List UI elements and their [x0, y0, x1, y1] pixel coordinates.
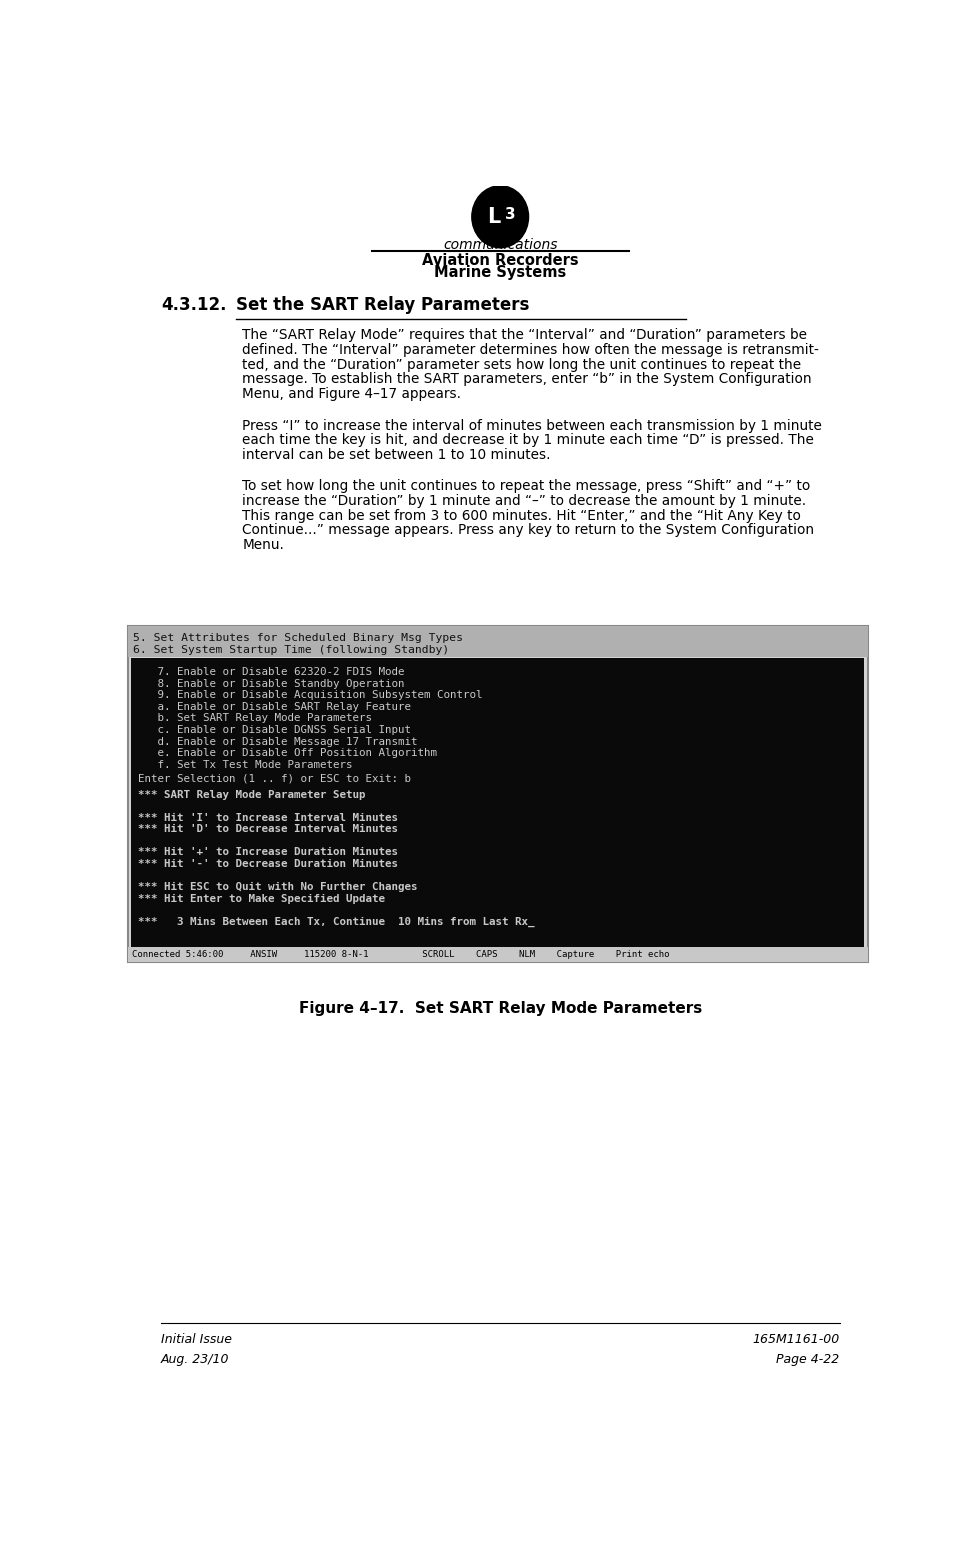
Text: Figure 4–17.  Set SART Relay Mode Parameters: Figure 4–17. Set SART Relay Mode Paramet… [299, 1001, 702, 1015]
Text: To set how long the unit continues to repeat the message, press “Shift” and “+” : To set how long the unit continues to re… [242, 479, 810, 493]
Text: 6. Set System Startup Time (following Standby): 6. Set System Startup Time (following St… [133, 645, 449, 656]
Text: communications: communications [443, 237, 557, 251]
Text: increase the “Duration” by 1 minute and “–” to decrease the amount by 1 minute.: increase the “Duration” by 1 minute and … [242, 494, 806, 508]
Text: 165M1161-00: 165M1161-00 [752, 1333, 839, 1347]
Text: 7. Enable or Disable 62320-2 FDIS Mode: 7. Enable or Disable 62320-2 FDIS Mode [138, 666, 404, 677]
FancyBboxPatch shape [128, 947, 868, 963]
Ellipse shape [471, 186, 529, 248]
Text: 9. Enable or Disable Acquisition Subsystem Control: 9. Enable or Disable Acquisition Subsyst… [138, 690, 482, 701]
Text: b. Set SART Relay Mode Parameters: b. Set SART Relay Mode Parameters [138, 713, 372, 724]
Text: a. Enable or Disable SART Relay Feature: a. Enable or Disable SART Relay Feature [138, 702, 411, 711]
Text: interval can be set between 1 to 10 minutes.: interval can be set between 1 to 10 minu… [242, 448, 550, 462]
Text: ted, and the “Duration” parameter sets how long the unit continues to repeat the: ted, and the “Duration” parameter sets h… [242, 358, 801, 372]
Text: c. Enable or Disable DGNSS Serial Input: c. Enable or Disable DGNSS Serial Input [138, 725, 411, 735]
Text: *** Hit '+' to Increase Duration Minutes: *** Hit '+' to Increase Duration Minutes [138, 848, 397, 857]
Text: message. To establish the SART parameters, enter “b” in the System Configuration: message. To establish the SART parameter… [242, 372, 812, 386]
Text: d. Enable or Disable Message 17 Transmit: d. Enable or Disable Message 17 Transmit [138, 736, 417, 747]
Text: Connected 5:46:00     ANSIW     115200 8-N-1          SCROLL    CAPS    NLM    C: Connected 5:46:00 ANSIW 115200 8-N-1 SCR… [132, 950, 670, 959]
Text: *** Hit '-' to Decrease Duration Minutes: *** Hit '-' to Decrease Duration Minutes [138, 859, 397, 870]
Text: e. Enable or Disable Off Position Algorithm: e. Enable or Disable Off Position Algori… [138, 749, 436, 758]
Text: Aug. 23/10: Aug. 23/10 [161, 1353, 229, 1366]
Text: *** Hit 'I' to Increase Interval Minutes: *** Hit 'I' to Increase Interval Minutes [138, 812, 397, 823]
Text: *** Hit 'D' to Decrease Interval Minutes: *** Hit 'D' to Decrease Interval Minutes [138, 825, 397, 834]
Text: Initial Issue: Initial Issue [161, 1333, 231, 1347]
Text: Continue...” message appears. Press any key to return to the System Configuratio: Continue...” message appears. Press any … [242, 524, 814, 538]
Text: Enter Selection (1 .. f) or ESC to Exit: b: Enter Selection (1 .. f) or ESC to Exit:… [138, 773, 411, 783]
FancyBboxPatch shape [132, 659, 865, 947]
Text: *** Hit Enter to Make Specified Update: *** Hit Enter to Make Specified Update [138, 894, 385, 904]
Text: Set the SART Relay Parameters: Set the SART Relay Parameters [236, 296, 530, 315]
Text: each time the key is hit, and decrease it by 1 minute each time “D” is pressed. : each time the key is hit, and decrease i… [242, 432, 814, 446]
Text: 4.3.12.: 4.3.12. [161, 296, 226, 315]
Text: ***   3 Mins Between Each Tx, Continue  10 Mins from Last Rx_: *** 3 Mins Between Each Tx, Continue 10 … [138, 916, 534, 927]
Text: defined. The “Interval” parameter determines how often the message is retransmit: defined. The “Interval” parameter determ… [242, 343, 819, 356]
Text: Menu, and Figure 4–17 appears.: Menu, and Figure 4–17 appears. [242, 388, 461, 401]
Text: 8. Enable or Disable Standby Operation: 8. Enable or Disable Standby Operation [138, 679, 404, 688]
FancyBboxPatch shape [128, 626, 868, 963]
Text: *** SART Relay Mode Parameter Setup: *** SART Relay Mode Parameter Setup [138, 789, 365, 800]
Text: Press “I” to increase the interval of minutes between each transmission by 1 min: Press “I” to increase the interval of mi… [242, 418, 822, 432]
Text: Page 4-22: Page 4-22 [776, 1353, 839, 1366]
Text: This range can be set from 3 to 600 minutes. Hit “Enter,” and the “Hit Any Key t: This range can be set from 3 to 600 minu… [242, 508, 801, 522]
Text: Aviation Recorders: Aviation Recorders [422, 253, 579, 268]
Text: 5. Set Attributes for Scheduled Binary Msg Types: 5. Set Attributes for Scheduled Binary M… [133, 632, 463, 643]
Text: Marine Systems: Marine Systems [434, 265, 566, 279]
Text: L: L [487, 206, 500, 226]
Text: 3: 3 [505, 206, 515, 222]
Text: Menu.: Menu. [242, 538, 284, 552]
Text: The “SART Relay Mode” requires that the “Interval” and “Duration” parameters be: The “SART Relay Mode” requires that the … [242, 329, 807, 343]
Text: *** Hit ESC to Quit with No Further Changes: *** Hit ESC to Quit with No Further Chan… [138, 882, 417, 893]
Text: f. Set Tx Test Mode Parameters: f. Set Tx Test Mode Parameters [138, 760, 352, 770]
FancyBboxPatch shape [128, 626, 868, 657]
